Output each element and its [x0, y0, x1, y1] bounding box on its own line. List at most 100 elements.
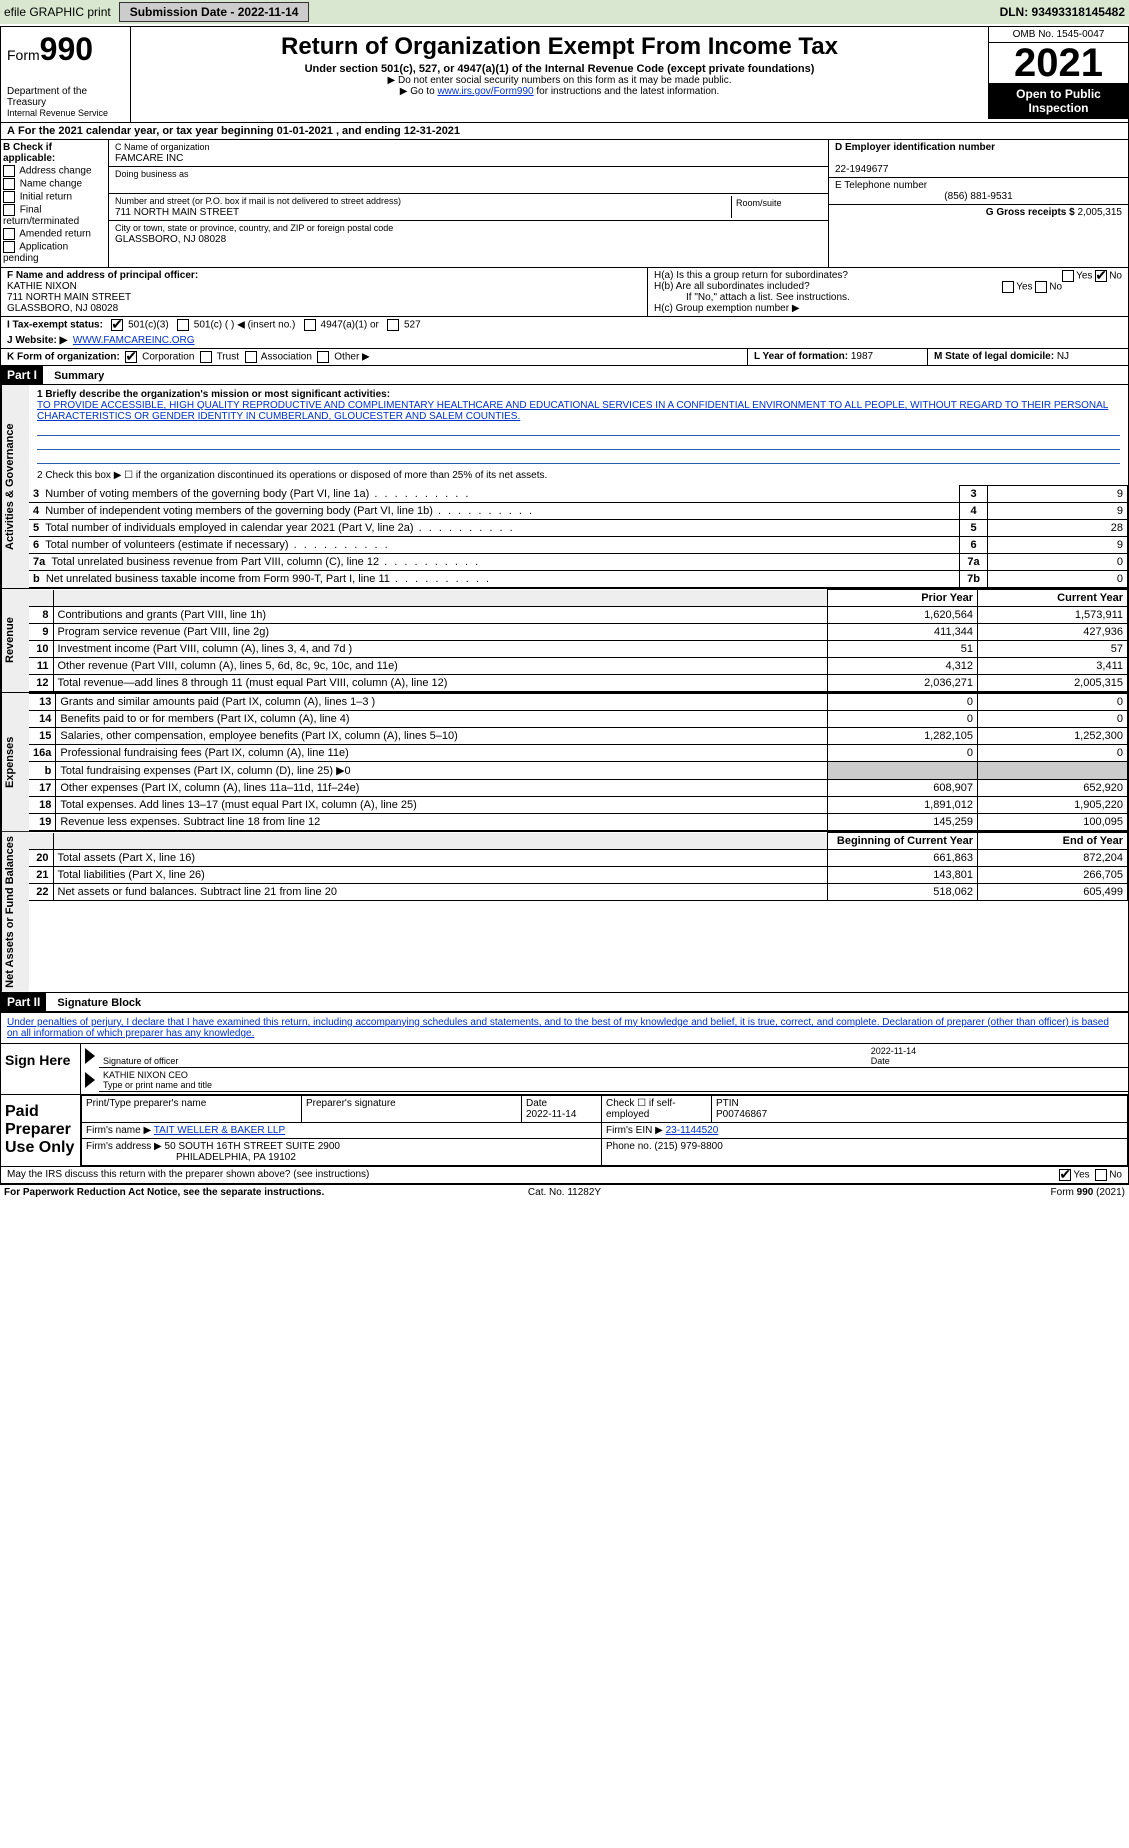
chk-irs-yes[interactable]: [1059, 1169, 1071, 1181]
efile-topbar: efile GRAPHIC print Submission Date - 20…: [0, 0, 1129, 24]
signature-block: Sign Here Signature of officer 2022-11-1…: [0, 1044, 1129, 1095]
irs-label: Internal Revenue Service: [7, 108, 124, 118]
netassets-section: Net Assets or Fund Balances Beginning of…: [1, 831, 1128, 992]
prep-sig-label: Preparer's signature: [306, 1098, 396, 1109]
table-row: 16aProfessional fundraising fees (Part I…: [29, 745, 1128, 762]
chk-ha-yes[interactable]: [1062, 270, 1074, 282]
addr-label: Number and street (or P.O. box if mail i…: [115, 196, 401, 206]
form-word: Form: [7, 47, 40, 63]
chk-amended-return[interactable]: [3, 228, 15, 240]
website-link[interactable]: WWW.FAMCAREINC.ORG: [73, 335, 195, 346]
eoy-hdr: End of Year: [978, 833, 1128, 850]
ptin-label: PTIN: [716, 1098, 739, 1109]
org-address: 711 NORTH MAIN STREET: [115, 207, 239, 218]
prep-date-label: Date: [526, 1098, 547, 1109]
part1-hdr: Part I: [1, 366, 43, 384]
form-number: 990: [40, 31, 93, 67]
row-klm: K Form of organization: Corporation Trus…: [0, 349, 1129, 366]
ein-value: 22-1949677: [835, 164, 888, 175]
vtab-revenue: Revenue: [1, 589, 29, 692]
part1: Part I Summary Activities & Governance 1…: [0, 366, 1129, 993]
chk-initial-return[interactable]: [3, 191, 15, 203]
firm-ein[interactable]: 23-1144520: [666, 1125, 719, 1136]
c-name-label: C Name of organization: [115, 142, 210, 152]
prep-date: 2022-11-14: [526, 1109, 576, 1120]
table-row: bTotal fundraising expenses (Part IX, co…: [29, 762, 1128, 780]
table-row: 19Revenue less expenses. Subtract line 1…: [29, 814, 1128, 831]
g-label: G Gross receipts $: [986, 207, 1075, 218]
vtab-netassets: Net Assets or Fund Balances: [1, 832, 29, 992]
chk-other[interactable]: [317, 351, 329, 363]
org-name: FAMCARE INC: [115, 153, 183, 164]
chk-assoc[interactable]: [245, 351, 257, 363]
table-row: b Net unrelated business taxable income …: [29, 571, 1128, 588]
form-title: Return of Organization Exempt From Incom…: [135, 33, 984, 61]
table-row: 14Benefits paid to or for members (Part …: [29, 711, 1128, 728]
part1-title: Summary: [46, 370, 104, 382]
vtab-expenses: Expenses: [1, 693, 29, 831]
table-row: 13Grants and similar amounts paid (Part …: [29, 694, 1128, 711]
b-label: B Check if applicable:: [3, 142, 55, 164]
submission-date-button[interactable]: Submission Date - 2022-11-14: [119, 2, 310, 22]
netassets-table: Beginning of Current Year End of Year 20…: [29, 832, 1128, 901]
chk-application-pending[interactable]: [3, 241, 15, 253]
table-row: 12Total revenue—add lines 8 through 11 (…: [29, 675, 1128, 692]
chk-hb-no[interactable]: [1035, 281, 1047, 293]
row-f-h: F Name and address of principal officer:…: [0, 268, 1129, 317]
chk-address-change[interactable]: [3, 165, 15, 177]
title-block: Return of Organization Exempt From Incom…: [131, 27, 988, 101]
mission-text[interactable]: TO PROVIDE ACCESSIBLE, HIGH QUALITY REPR…: [37, 400, 1108, 422]
tax-year-range: For the 2021 calendar year, or tax year …: [18, 125, 460, 137]
table-row: 11Other revenue (Part VIII, column (A), …: [29, 658, 1128, 675]
row-i: I Tax-exempt status: 501(c)(3) 501(c) ( …: [0, 317, 1129, 333]
m-label: M State of legal domicile:: [934, 351, 1054, 362]
chk-4947[interactable]: [304, 319, 316, 331]
chk-hb-yes[interactable]: [1002, 281, 1014, 293]
table-header-row: Prior Year Current Year: [29, 590, 1128, 607]
self-emp-label: Check ☐ if self-employed: [606, 1098, 676, 1120]
officer-addr2: GLASSBORO, NJ 08028: [7, 303, 118, 314]
org-city: GLASSBORO, NJ 08028: [115, 234, 226, 245]
dba-label: Doing business as: [115, 169, 189, 179]
officer-addr1: 711 NORTH MAIN STREET: [7, 292, 131, 303]
chk-ha-no[interactable]: [1095, 270, 1107, 282]
l-label: L Year of formation:: [754, 351, 848, 362]
table-row: Firm's name ▶ TAIT WELLER & BAKER LLP Fi…: [82, 1122, 1128, 1138]
may-irs-label: May the IRS discuss this return with the…: [7, 1169, 369, 1180]
chk-527[interactable]: [387, 319, 399, 331]
prep-phone: (215) 979-8800: [654, 1141, 722, 1152]
ptin-value: P00746867: [716, 1109, 767, 1120]
col-deg: D Employer identification number 22-1949…: [828, 140, 1128, 267]
chk-corp[interactable]: [125, 351, 137, 363]
table-header-row: Beginning of Current Year End of Year: [29, 833, 1128, 850]
table-row: 5 Total number of individuals employed i…: [29, 520, 1128, 537]
chk-501c3[interactable]: [111, 319, 123, 331]
page-footer: For Paperwork Reduction Act Notice, see …: [0, 1184, 1129, 1200]
paid-preparer-label: Paid Preparer Use Only: [1, 1095, 81, 1166]
chk-501c[interactable]: [177, 319, 189, 331]
table-row: 15Salaries, other compensation, employee…: [29, 728, 1128, 745]
row-a-tax-year: A For the 2021 calendar year, or tax yea…: [0, 123, 1129, 140]
tax-year: 2021: [989, 43, 1128, 83]
chk-trust[interactable]: [200, 351, 212, 363]
table-row: 3 Number of voting members of the govern…: [29, 486, 1128, 503]
part2: Part II Signature Block: [0, 993, 1129, 1013]
col-c-org: C Name of organization FAMCARE INC Doing…: [109, 140, 828, 267]
table-row: 8Contributions and grants (Part VIII, li…: [29, 607, 1128, 624]
prep-name-label: Print/Type preparer's name: [86, 1098, 206, 1109]
open-to-public: Open to Public Inspection: [989, 83, 1128, 119]
declare-text[interactable]: Under penalties of perjury, I declare th…: [7, 1017, 1109, 1039]
goto-pre: ▶ Go to: [400, 86, 438, 97]
phone-label: Phone no.: [606, 1141, 652, 1152]
chk-name-change[interactable]: [3, 178, 15, 190]
firm-addr1: 50 SOUTH 16TH STREET SUITE 2900: [165, 1141, 340, 1152]
form-subtitle: Under section 501(c), 527, or 4947(a)(1)…: [135, 63, 984, 75]
firm-name[interactable]: TAIT WELLER & BAKER LLP: [154, 1125, 285, 1136]
q2-text: 2 Check this box ▶ ☐ if the organization…: [29, 466, 1128, 485]
irs-link[interactable]: www.irs.gov/Form990: [437, 86, 533, 97]
chk-irs-no[interactable]: [1095, 1169, 1107, 1181]
table-row: 22Net assets or fund balances. Subtract …: [29, 884, 1128, 901]
part2-hdr: Part II: [1, 993, 46, 1011]
chk-final-return[interactable]: [3, 204, 15, 216]
table-row: 10Investment income (Part VIII, column (…: [29, 641, 1128, 658]
